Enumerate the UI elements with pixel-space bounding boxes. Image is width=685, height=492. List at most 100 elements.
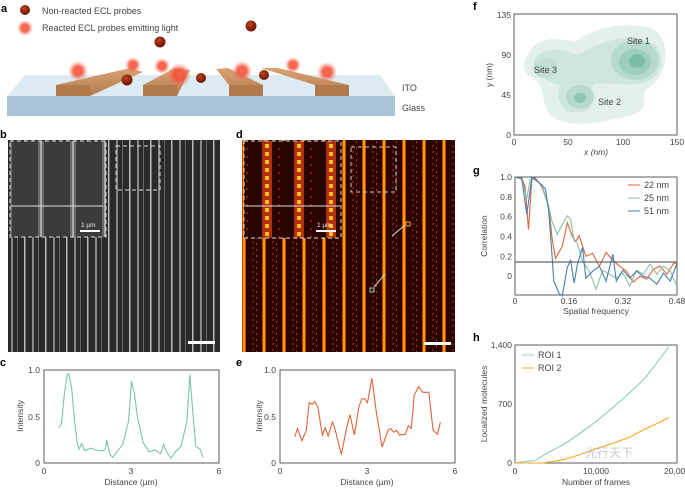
- x-axis-label: Number of frames: [562, 477, 630, 487]
- watermark: 光行天下: [585, 446, 633, 460]
- y-tick: 0: [506, 130, 511, 140]
- legend-25nm: 25 nm: [644, 193, 669, 203]
- series-line-51-nm: [514, 176, 678, 298]
- legend: 22 nm 25 nm 51 nm: [628, 180, 669, 216]
- panel-label-g: g: [473, 165, 480, 177]
- panel-label-b: b: [0, 129, 7, 141]
- panel-label-e: e: [236, 357, 242, 369]
- series-line-22-nm: [514, 176, 677, 283]
- x-axis-label: Distance (µm): [340, 477, 393, 487]
- roi-1-arrow: [373, 273, 386, 288]
- x-axis-label: Distance (µm): [104, 477, 157, 487]
- x-tick: 3: [129, 466, 134, 476]
- panel-label-h: h: [473, 332, 480, 344]
- zoom-inset: [9, 140, 107, 238]
- panel-h-chart: h 1,400 700 0 0 10,000 20,000 Number of …: [473, 332, 685, 487]
- series-line-0: [294, 378, 441, 455]
- scale-bar: [424, 342, 451, 345]
- y-tick: 0.5: [264, 412, 276, 422]
- y-tick: 1.0: [264, 365, 276, 375]
- y-tick: 1.0: [28, 365, 40, 375]
- x-tick: 0: [278, 466, 283, 476]
- plot-frame: [514, 176, 678, 296]
- panel-g-chart: g 0 0.2 0.4 0.6 0.8 1.0 0 0.16 0.32 0.48 Spat…: [473, 165, 685, 316]
- site-1-label: Site 1: [627, 36, 650, 46]
- x-tick: 6: [453, 466, 458, 476]
- y-ticks: 0 0.2 0.4 0.6 0.8 1.0: [500, 172, 512, 281]
- x-tick: 0.48: [669, 296, 685, 306]
- x-tick: 10,000: [583, 466, 609, 476]
- site-2-label: Site 2: [598, 97, 621, 107]
- panel-a-schematic: a Non-reacted ECL probes Reacted ECL pro…: [1, 3, 426, 116]
- x-tick: 0.32: [615, 296, 632, 306]
- plot-frame: [43, 369, 220, 464]
- roi-2-marker: [405, 221, 411, 227]
- inset-scale-bar: [80, 230, 100, 232]
- y-tick: 700: [498, 399, 512, 409]
- y-tick: 0.5: [28, 412, 40, 422]
- inset-scale-label: 1 µm: [317, 222, 332, 229]
- y-axis-label: Localized molecules: [479, 366, 489, 443]
- y-tick: 0.6: [500, 212, 512, 222]
- y-tick: 90: [502, 50, 512, 60]
- x-tick: 0: [512, 137, 517, 147]
- y-tick: 0: [507, 458, 512, 468]
- legend: ROI 1 ROI 2: [522, 350, 562, 373]
- x-axis-label: Spatial frequency: [563, 306, 629, 316]
- x-tick: 20,000: [664, 466, 685, 476]
- y-axis-label: Correlation: [479, 215, 489, 257]
- panel-label-c: c: [0, 357, 6, 369]
- glass-substrate: [7, 96, 395, 116]
- y-tick: 45: [502, 90, 512, 100]
- panel-c-chart: c 1.0 0.5 0 0 3 6 Distance (µm) Intensit…: [0, 357, 222, 487]
- series-line-roi-2: [515, 417, 670, 464]
- legend-22nm: 22 nm: [644, 180, 669, 190]
- zoom-region-box: [350, 146, 397, 193]
- non-reacted-probe-icon: [20, 5, 30, 15]
- y-axis-label: Intensity: [254, 399, 264, 431]
- legend-non-reacted: Non-reacted ECL probes: [42, 6, 142, 16]
- y-tick: 135: [497, 10, 511, 20]
- panel-label-a: a: [1, 3, 8, 15]
- zoom-inset: [243, 140, 342, 239]
- panel-b-image: b 1 µm: [0, 129, 220, 352]
- x-tick: 150: [670, 137, 684, 147]
- y-tick: 0.2: [500, 251, 512, 261]
- scale-bar: [188, 341, 215, 344]
- panel-e-chart: e 1.0 0.5 0 0 3 6 Distance (µm) Intensit…: [236, 357, 458, 487]
- series-lines: [294, 378, 441, 455]
- y-tick: 0.4: [500, 231, 512, 241]
- y-tick: 1.0: [500, 172, 512, 182]
- legend-roi-2: ROI 2: [538, 363, 562, 373]
- x-tick: 3: [365, 466, 370, 476]
- density-contours: [524, 25, 666, 124]
- panel-f-density: f Site 1 Site 2 Site 3 135 90 45 0 0 50 …: [473, 1, 684, 157]
- x-tick: 0.16: [561, 296, 578, 306]
- plot-frame: [513, 13, 678, 136]
- y-tick: 0: [35, 458, 40, 468]
- x-tick: 6: [217, 466, 222, 476]
- ito-label: ITO: [402, 83, 417, 93]
- reacted-probe-icon: [17, 20, 33, 36]
- y-tick: 0: [507, 271, 512, 281]
- roi-2-arrow: [391, 224, 406, 237]
- y-tick: 1,400: [491, 340, 513, 350]
- x-tick: 0: [513, 296, 518, 306]
- y-axis-label: y (nm): [484, 63, 494, 87]
- series-lines: [514, 346, 670, 464]
- y-axis-label: Intensity: [15, 399, 25, 431]
- plot-frame: [514, 344, 678, 464]
- zoom-region-box: [115, 145, 161, 191]
- series-line-0: [58, 372, 204, 460]
- x-tick: 0: [42, 466, 47, 476]
- roi-1-marker: [369, 287, 375, 293]
- series-lines: [58, 372, 204, 460]
- plot-frame: [279, 369, 456, 464]
- series-line-roi-1: [514, 346, 670, 464]
- reacted-probes: [68, 57, 337, 87]
- x-tick: 0: [513, 466, 518, 476]
- non-reacted-probes: [121, 20, 269, 86]
- glass-label: Glass: [402, 103, 426, 113]
- electrodes: [56, 68, 349, 96]
